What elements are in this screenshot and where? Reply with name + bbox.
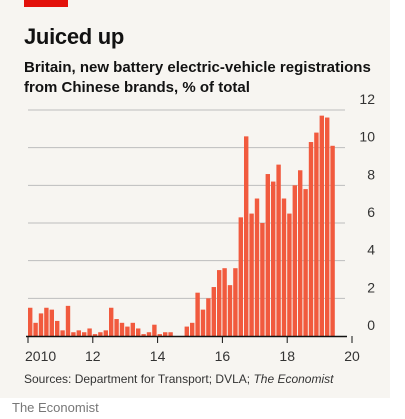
y-tick-label: 2 [367, 279, 375, 295]
bar [281, 198, 287, 336]
publication-footer: The Economist [12, 400, 99, 415]
bar [276, 164, 281, 336]
bar [233, 268, 238, 336]
chart-title: Juiced up [24, 24, 124, 49]
chart-subtitle: Britain, new battery electric-vehicle re… [24, 59, 371, 96]
source-note: Sources: Department for Transport; DVLA;… [24, 372, 334, 386]
bar [87, 328, 92, 336]
y-tick-labels: 0 2 4 6 8 10 12 [359, 91, 375, 333]
bar [319, 115, 324, 337]
bar [227, 285, 233, 336]
bar [152, 324, 157, 336]
bar [190, 322, 195, 336]
brand-accent-bar [24, 0, 68, 7]
bar [249, 213, 254, 336]
bar [157, 334, 162, 336]
x-axis [26, 335, 353, 343]
bar [292, 185, 297, 336]
bar [76, 330, 81, 336]
bar [125, 326, 130, 336]
bar [314, 132, 319, 336]
bar [92, 334, 98, 336]
bar [130, 322, 135, 336]
bar [265, 174, 270, 336]
bar [98, 332, 103, 336]
x-tick-label: 18 [279, 348, 295, 364]
bar [109, 307, 114, 336]
bar [65, 305, 71, 336]
y-tick-label: 8 [367, 166, 375, 182]
y-tick-label: 0 [367, 317, 375, 333]
x-tick-labels: 201012141618202224 [25, 348, 360, 364]
y-tick-label: 6 [367, 204, 375, 220]
bar [238, 217, 243, 336]
bar [271, 181, 276, 336]
bar [195, 292, 200, 336]
bar [244, 136, 249, 336]
bar [325, 117, 330, 337]
bar [211, 287, 216, 336]
bar [184, 326, 189, 336]
gridlines [28, 109, 345, 299]
bar [136, 328, 141, 336]
bar [33, 322, 38, 336]
bar [168, 332, 173, 336]
bar [146, 332, 152, 336]
bar [82, 332, 87, 336]
y-tick-label: 10 [359, 129, 375, 145]
x-tick-label: 14 [150, 348, 166, 364]
bar [287, 213, 292, 336]
bar [55, 320, 60, 336]
x-tick-label: 20 [344, 348, 360, 364]
bar [308, 142, 314, 336]
x-tick-label: 16 [215, 348, 231, 364]
bar [217, 270, 222, 336]
bar [254, 198, 260, 336]
bar [222, 268, 227, 336]
x-tick-label: 12 [85, 348, 101, 364]
bar [114, 319, 119, 336]
bar [28, 307, 33, 336]
bar [298, 170, 303, 336]
bar [330, 145, 335, 336]
bar [119, 322, 125, 336]
bar [49, 309, 54, 336]
bar [260, 223, 265, 336]
bar [163, 332, 168, 336]
bar [60, 330, 65, 336]
bar [38, 313, 44, 336]
bar [44, 307, 49, 336]
bar [303, 189, 308, 336]
bar [200, 309, 206, 336]
x-tick-label: 2010 [25, 348, 56, 364]
bar [103, 330, 108, 336]
y-tick-label: 4 [367, 242, 375, 258]
y-tick-label: 12 [359, 91, 375, 107]
bar [206, 298, 211, 336]
bar [141, 334, 146, 336]
bar [71, 332, 76, 336]
bars [28, 115, 335, 337]
